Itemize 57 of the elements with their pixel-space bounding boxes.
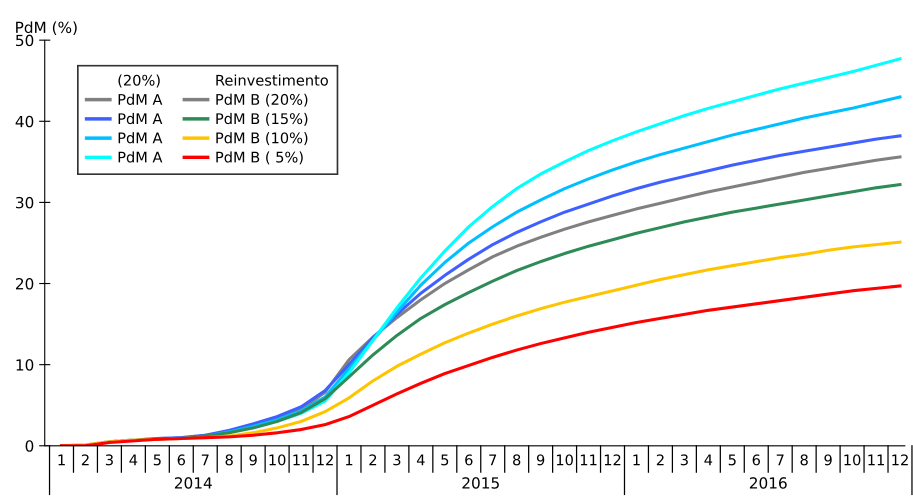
x-tick-label: 1 (346, 454, 352, 466)
x-tick-label: 3 (393, 454, 400, 466)
x-tick-label: 10 (269, 454, 286, 466)
x-tick-label: 7 (489, 454, 496, 466)
legend-label: PdM A (118, 94, 162, 105)
x-tick-label: 8 (800, 454, 808, 466)
x-tick-label: 9 (249, 454, 257, 466)
text: 2016 (750, 477, 787, 489)
x-tick-label: 10 (556, 454, 573, 466)
x-tick-label: 2 (369, 454, 376, 466)
x-tick-label: 2 (82, 454, 89, 466)
x-tick-label: 6 (752, 454, 760, 466)
x-tick-label: 3 (680, 454, 688, 466)
x-tick-label: 5 (441, 454, 448, 466)
x-tick-label: 10 (844, 454, 860, 466)
x-tick-label: 11 (293, 454, 310, 466)
y-tick-label: 20 (16, 278, 34, 290)
x-tick-label: 11 (580, 454, 596, 466)
x-tick-label: 4 (704, 454, 712, 466)
x-tick-label: 5 (154, 454, 161, 466)
legend-title: Reinvestimento (216, 74, 328, 86)
x-tick-label: 8 (513, 454, 520, 466)
x-tick-label: 5 (728, 454, 736, 466)
text: 2014 (174, 477, 212, 489)
y-tick-label: 0 (26, 440, 34, 452)
x-tick-label: 12 (317, 454, 333, 466)
x-tick-label: 12 (604, 454, 620, 466)
x-tick-label: 6 (465, 454, 472, 466)
y-tick-label: 30 (16, 196, 34, 208)
x-tick-label: 6 (178, 454, 186, 466)
y-tick-label: 10 (16, 359, 34, 371)
x-tick-label: 9 (824, 454, 832, 466)
x-tick-label: 11 (868, 454, 884, 466)
x-tick-label: 9 (536, 454, 544, 466)
text: 2015 (462, 477, 499, 489)
annotation: (20%) (118, 74, 160, 88)
legend-label: PdM A (118, 132, 162, 144)
legend-label: PdM B (15%) (216, 112, 308, 126)
x-tick-label: 4 (129, 454, 138, 466)
y-tick-label: 50 (16, 34, 34, 46)
x-tick-label: 3 (106, 454, 113, 466)
x-tick-label: 8 (226, 454, 233, 466)
x-tick-label: 7 (776, 454, 784, 466)
x-tick-label: 2 (656, 454, 664, 466)
x-tick-label: 7 (202, 454, 209, 466)
x-tick-label: 4 (416, 454, 425, 466)
legend-label: PdM A (118, 112, 162, 124)
y-tick-label: 40 (16, 116, 34, 128)
x-tick-label: 12 (892, 454, 908, 466)
legend-label: PdM B ( 5%) (216, 151, 303, 164)
x-tick-label: 1 (58, 454, 65, 466)
x-tick-label: 1 (633, 454, 640, 466)
legend-label: PdM B (10%) (216, 132, 308, 146)
y-axis-title: PdM (%) (16, 21, 77, 35)
legend-label: PdM B (20%) (216, 94, 308, 107)
legend-label: PdM A (118, 151, 162, 163)
line-series (60, 284, 902, 446)
